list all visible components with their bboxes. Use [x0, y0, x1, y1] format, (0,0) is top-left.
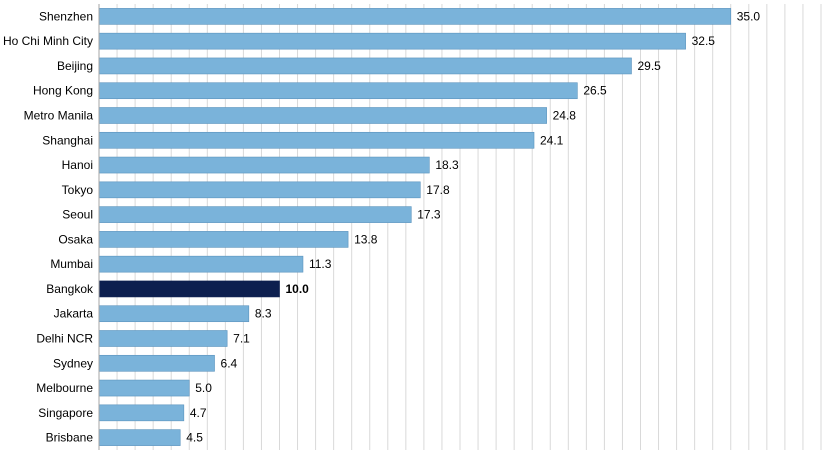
value-label: 24.8 — [553, 109, 577, 123]
value-label: 4.7 — [190, 406, 207, 420]
category-label: Hanoi — [62, 158, 93, 172]
category-label: Sydney — [53, 356, 93, 370]
category-label: Metro Manila — [24, 109, 94, 123]
category-label: Jakarta — [54, 307, 94, 321]
bar-seoul — [98, 206, 412, 223]
category-label: Singapore — [38, 406, 93, 420]
value-label: 26.5 — [583, 84, 607, 98]
bar-osaka — [98, 231, 349, 248]
bar-melbourne — [98, 379, 190, 397]
value-label: 7.1 — [233, 332, 250, 346]
bars — [98, 8, 732, 446]
value-label: 8.3 — [255, 307, 272, 321]
category-label: Melbourne — [36, 381, 93, 395]
gridlines — [116, 4, 822, 450]
bar-mumbai — [98, 255, 304, 273]
bar-metro-manila — [98, 107, 547, 124]
value-label: 29.5 — [637, 59, 661, 73]
value-label: 10.0 — [286, 282, 310, 296]
category-label: Osaka — [58, 232, 93, 246]
bar-delhi-ncr — [98, 330, 228, 347]
bar-shanghai — [98, 131, 535, 149]
bar-hong-kong — [98, 82, 578, 100]
value-label: 5.0 — [195, 381, 212, 395]
bar-tokyo — [98, 181, 421, 199]
category-label: Brisbane — [46, 431, 94, 445]
bar-singapore — [98, 404, 185, 422]
category-label: Bangkok — [46, 282, 94, 296]
bar-bangkok — [98, 280, 280, 298]
bar-shenzhen — [98, 8, 732, 25]
category-label: Beijing — [57, 59, 93, 73]
value-label: 17.3 — [417, 208, 441, 222]
bar-hanoi — [98, 156, 430, 174]
category-label: Mumbai — [50, 257, 93, 271]
bar-beijing — [98, 57, 632, 75]
bar-brisbane — [98, 429, 181, 446]
bar-ho-chi-minh-city — [98, 32, 686, 50]
value-label: 4.5 — [186, 431, 203, 445]
value-label: 24.1 — [540, 133, 564, 147]
category-label: Hong Kong — [33, 84, 93, 98]
category-labels: Shenzhen Ho Chi Minh City Beijing Hong Kong… — [3, 9, 94, 444]
category-label: Seoul — [62, 208, 93, 222]
category-label: Ho Chi Minh City — [3, 34, 93, 48]
value-labels: 35.0 32.5 29.5 26.5 24.8 24.1 18.3 17.8 17.3 13.8… — [186, 9, 760, 444]
value-label: 6.4 — [221, 356, 238, 370]
value-label: 17.8 — [426, 183, 450, 197]
category-label: Shenzhen — [39, 9, 93, 23]
value-label: 18.3 — [435, 158, 459, 172]
bar-sydney — [98, 354, 215, 372]
value-label: 11.3 — [309, 257, 332, 271]
value-label: 32.5 — [692, 34, 716, 48]
category-label: Tokyo — [62, 183, 94, 197]
value-label: 13.8 — [354, 232, 378, 246]
value-label: 35.0 — [737, 9, 761, 23]
category-label: Shanghai — [42, 133, 93, 147]
category-label: Delhi NCR — [36, 332, 93, 346]
bar-jakarta — [98, 305, 250, 323]
